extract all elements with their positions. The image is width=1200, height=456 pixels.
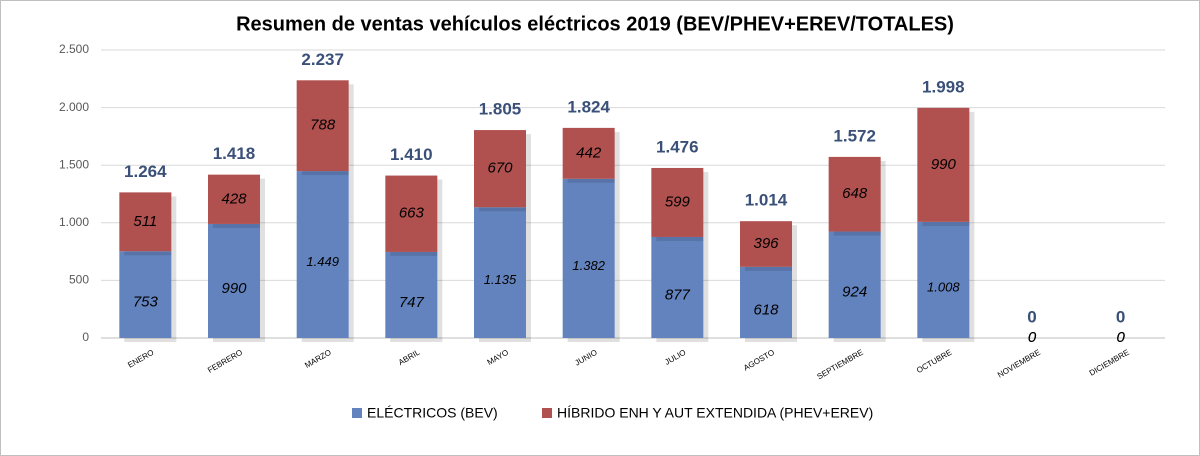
- y-tick-label: 0: [82, 330, 89, 344]
- data-label: 1.135: [484, 272, 517, 287]
- chart-title: Resumen de ventas vehículos eléctricos 2…: [236, 13, 954, 35]
- bar-segment: [917, 221, 970, 338]
- bar-segment: [740, 221, 792, 267]
- bar-segment: [828, 231, 881, 338]
- data-label: 1.449: [306, 254, 339, 269]
- bar-segment: [385, 175, 438, 252]
- y-tick-label: 1.500: [59, 157, 89, 171]
- bar-segment: [651, 167, 704, 237]
- total-label: 1.410: [390, 145, 433, 164]
- data-label: 1.008: [927, 279, 960, 294]
- bar-segment: [740, 266, 792, 338]
- bar-segment: [296, 171, 349, 338]
- data-label: 924: [842, 284, 867, 301]
- data-label: 0: [1028, 329, 1037, 346]
- legend-label: ELÉCTRICOS (BEV): [367, 405, 498, 421]
- total-label: 1.824: [567, 97, 610, 116]
- legend-swatch: [542, 408, 552, 418]
- data-label: 648: [842, 185, 868, 202]
- bar-segment: [119, 251, 172, 338]
- data-label: 0: [1116, 329, 1125, 346]
- data-label: 663: [399, 205, 425, 222]
- bar-segment: [474, 207, 526, 338]
- total-label: 1.805: [479, 100, 522, 119]
- legend-swatch: [352, 408, 362, 418]
- data-label: 442: [576, 144, 602, 161]
- total-label: 0: [1116, 307, 1125, 326]
- total-label: 0: [1027, 307, 1036, 326]
- bar-segment: [296, 80, 349, 172]
- data-label: 747: [399, 294, 425, 311]
- data-label: 511: [133, 213, 157, 230]
- bar-segment: [119, 192, 172, 252]
- total-label: 1.572: [833, 126, 876, 145]
- total-label: 1.476: [656, 137, 699, 156]
- data-label: 753: [133, 294, 159, 311]
- total-label: 1.264: [124, 162, 167, 181]
- bar-segment: [917, 107, 970, 222]
- data-label: 599: [665, 193, 691, 210]
- bar-segment: [385, 251, 438, 338]
- legend-label: HÍBRIDO ENH Y AUT EXTENDIDA (PHEV+EREV): [557, 405, 873, 421]
- total-label: 1.014: [745, 191, 788, 210]
- data-label: 0: [1116, 329, 1125, 346]
- bar-segment: [562, 127, 615, 179]
- bar-segment: [474, 130, 526, 208]
- data-label: 877: [665, 286, 691, 303]
- y-tick-label: 500: [69, 273, 89, 287]
- data-label: 990: [221, 280, 247, 297]
- data-label: 396: [753, 235, 779, 252]
- data-label: 670: [487, 160, 513, 177]
- y-tick-label: 2.000: [59, 100, 89, 114]
- y-tick-label: 2.500: [59, 42, 89, 56]
- bar-segment: [651, 236, 704, 338]
- total-label: 2.237: [301, 50, 344, 69]
- total-label: 1.998: [922, 77, 965, 96]
- data-label: 428: [221, 190, 247, 207]
- bar-segment: [208, 223, 260, 338]
- data-label: 990: [931, 156, 957, 173]
- bar-segment: [828, 156, 881, 232]
- data-label: 1.382: [572, 258, 605, 273]
- data-label: 618: [753, 301, 779, 318]
- y-tick-label: 1.000: [59, 215, 89, 229]
- bar-segment: [562, 178, 615, 338]
- data-label: 788: [310, 117, 336, 134]
- total-label: 1.418: [213, 144, 256, 163]
- data-label: 0: [1028, 329, 1037, 346]
- bar-segment: [208, 174, 260, 224]
